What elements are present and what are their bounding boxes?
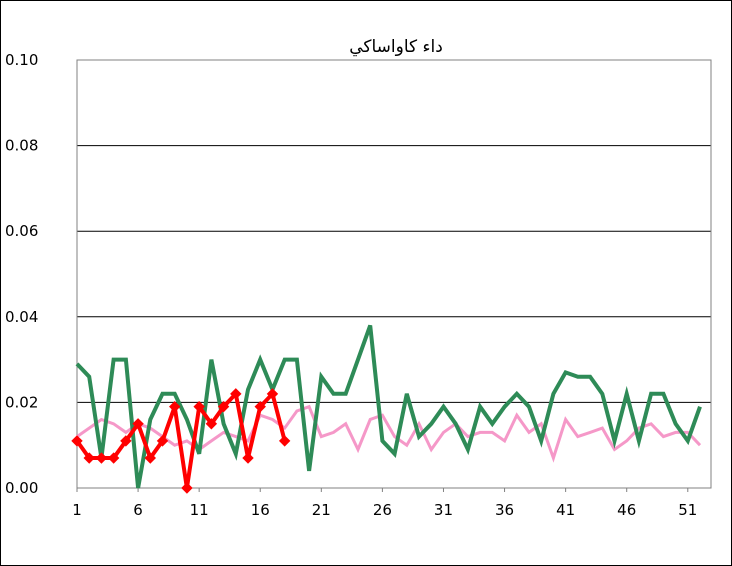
- series-3-point: [107, 452, 120, 464]
- y-tick-label: 0.04: [5, 308, 38, 326]
- series-3-point: [230, 388, 242, 400]
- series-3-point: [181, 482, 193, 494]
- x-tick-label: 6: [133, 501, 143, 519]
- series-3-point: [193, 400, 205, 413]
- x-tick-label: 26: [373, 501, 392, 519]
- series-3-point: [132, 418, 144, 430]
- y-tick-label: 0.06: [5, 222, 38, 240]
- series-2-line: [75, 324, 702, 489]
- y-tick-label: 0.10: [5, 51, 38, 69]
- series-3-point: [83, 452, 95, 464]
- series-3-point: [205, 418, 218, 430]
- x-tick-label: 21: [312, 501, 331, 519]
- x-tick-label: 31: [434, 501, 453, 519]
- y-tick-label: 0.08: [5, 137, 38, 155]
- y-tick-label: 0.02: [5, 393, 38, 411]
- series-3-point: [266, 388, 279, 400]
- series-3-point: [120, 435, 132, 447]
- y-tick-label: 0.00: [5, 479, 38, 497]
- x-tick-label: 36: [495, 501, 514, 519]
- series-3-point: [95, 452, 108, 464]
- y-axis-ticks: 0.00 0.02 0.04 0.06 0.08 0.10: [5, 51, 38, 497]
- series-3-point: [217, 400, 230, 413]
- x-tick-label: 1: [72, 501, 82, 519]
- x-tick-label: 46: [617, 501, 636, 519]
- series-3-point: [254, 400, 266, 413]
- chart-title: داء كاواساكي: [349, 37, 443, 57]
- x-tick-label: 11: [190, 501, 209, 519]
- grid-lines: [77, 59, 711, 403]
- x-axis-ticks: 1 6 11 16 21 26 31 36 41 46 51: [72, 488, 697, 519]
- x-tick-label: 16: [251, 501, 270, 519]
- x-tick-label: 41: [556, 501, 575, 519]
- series-3-point: [169, 400, 181, 413]
- series-3-point: [71, 435, 83, 447]
- series-3-point: [144, 452, 157, 464]
- series-3-point: [156, 435, 169, 447]
- series-3-point: [278, 435, 291, 447]
- plot-area-border: [76, 59, 712, 489]
- series-lines: [71, 324, 702, 494]
- series-3-point: [242, 452, 254, 464]
- x-tick-label: 51: [678, 501, 697, 519]
